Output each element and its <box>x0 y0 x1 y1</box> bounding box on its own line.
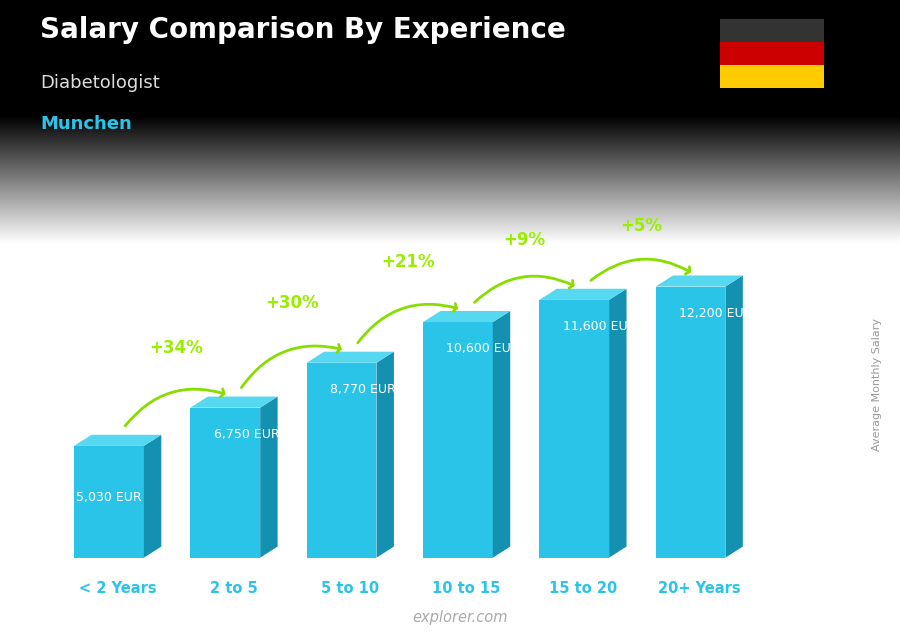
Polygon shape <box>423 311 510 322</box>
Text: 12,200 EUR: 12,200 EUR <box>679 306 752 320</box>
Text: 15 to 20: 15 to 20 <box>549 581 617 596</box>
Text: 6,750 EUR: 6,750 EUR <box>213 428 279 440</box>
Text: 5,030 EUR: 5,030 EUR <box>76 490 142 504</box>
Polygon shape <box>307 352 394 363</box>
Text: 20+ Years: 20+ Years <box>658 581 741 596</box>
Polygon shape <box>191 397 277 408</box>
Polygon shape <box>191 408 260 558</box>
Text: 2 to 5: 2 to 5 <box>210 581 258 596</box>
Polygon shape <box>74 435 161 446</box>
Text: 10,600 EUR: 10,600 EUR <box>446 342 520 355</box>
Polygon shape <box>609 289 626 558</box>
Text: +5%: +5% <box>620 217 662 235</box>
Text: salary: salary <box>359 610 410 625</box>
Text: +21%: +21% <box>382 253 436 271</box>
Bar <box>720 42 824 65</box>
Bar <box>720 65 824 88</box>
Polygon shape <box>655 287 725 558</box>
Polygon shape <box>376 352 394 558</box>
Text: +9%: +9% <box>504 231 545 249</box>
Polygon shape <box>655 276 742 287</box>
Text: 8,770 EUR: 8,770 EUR <box>330 383 396 395</box>
Polygon shape <box>307 363 376 558</box>
Text: 10 to 15: 10 to 15 <box>432 581 500 596</box>
Bar <box>720 19 824 42</box>
Polygon shape <box>144 435 161 558</box>
Text: Munchen: Munchen <box>40 115 132 133</box>
Text: explorer.com: explorer.com <box>412 610 508 625</box>
Polygon shape <box>493 311 510 558</box>
Text: 5 to 10: 5 to 10 <box>321 581 380 596</box>
Text: Salary Comparison By Experience: Salary Comparison By Experience <box>40 16 566 44</box>
Text: < 2 Years: < 2 Years <box>79 581 157 596</box>
Polygon shape <box>539 300 609 558</box>
Polygon shape <box>260 397 277 558</box>
Text: Diabetologist: Diabetologist <box>40 74 160 92</box>
Text: +34%: +34% <box>149 338 202 356</box>
Text: Average Monthly Salary: Average Monthly Salary <box>872 318 883 451</box>
Polygon shape <box>74 446 144 558</box>
Polygon shape <box>725 276 742 558</box>
Text: +30%: +30% <box>266 294 319 312</box>
Polygon shape <box>423 322 493 558</box>
Polygon shape <box>539 289 626 300</box>
Text: 11,600 EUR: 11,600 EUR <box>562 320 636 333</box>
